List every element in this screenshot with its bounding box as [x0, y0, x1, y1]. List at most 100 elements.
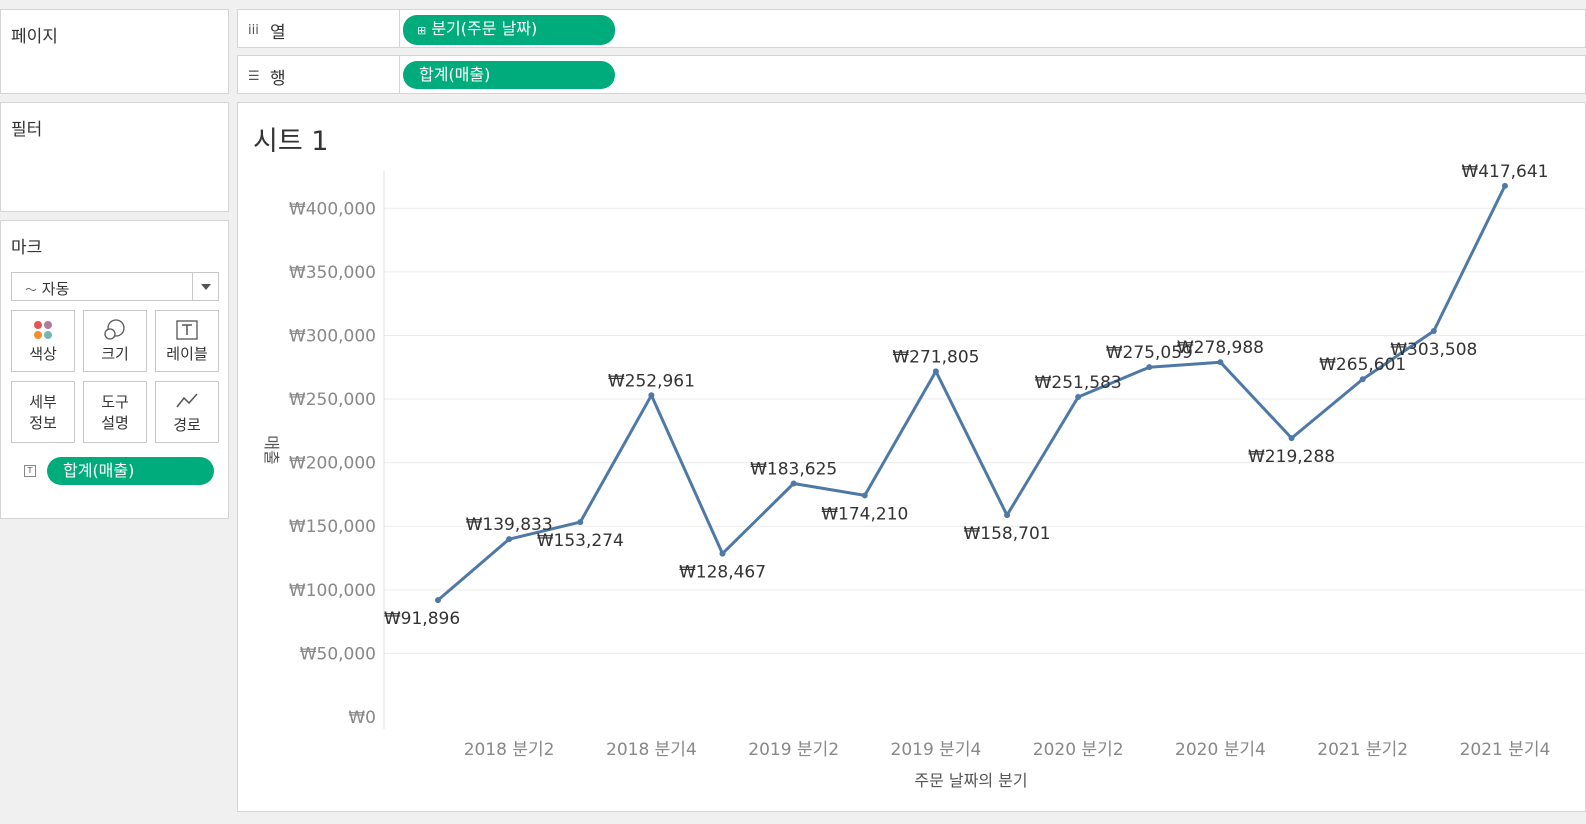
- x-tick-label: 2021 분기2: [1317, 740, 1408, 760]
- x-tick-layer: 2018 분기2 2018 분기4 2019 분기2 2019 분기4 2020 분기2…: [464, 740, 1551, 760]
- path-line-icon: [156, 390, 218, 412]
- data-point[interactable]: [1359, 376, 1366, 383]
- data-label: ₩174,210: [821, 504, 908, 524]
- columns-label: 열: [270, 23, 286, 43]
- text-type-icon: T: [24, 465, 36, 477]
- columns-quarter-pill[interactable]: ⊞ 분기(주문 날짜): [403, 15, 615, 45]
- x-tick-label: 2019 분기2: [748, 740, 839, 760]
- data-point[interactable]: [577, 519, 584, 526]
- marks-sum-sales-pill[interactable]: 합계(매출): [47, 457, 214, 485]
- tooltip-label-line2: 설명: [101, 414, 129, 432]
- data-label: ₩153,274: [537, 531, 624, 551]
- line-auto-icon: 〜: [25, 283, 38, 297]
- x-tick-label: 2018 분기4: [606, 740, 697, 760]
- data-point[interactable]: [1075, 394, 1082, 401]
- y-tick-label: ₩150,000: [289, 517, 376, 537]
- data-point[interactable]: [648, 392, 655, 399]
- label-button[interactable]: 레이블: [155, 310, 219, 372]
- dropdown-separator: [192, 273, 193, 300]
- size-button-label: 크기: [101, 345, 129, 363]
- data-label: ₩252,961: [608, 371, 695, 391]
- x-tick-label: 2020 분기4: [1175, 740, 1266, 760]
- pages-title: 페이지: [11, 27, 58, 47]
- data-label: ₩183,625: [750, 459, 837, 479]
- data-point[interactable]: [932, 368, 939, 375]
- filters-title: 필터: [11, 120, 43, 140]
- expand-plus-icon[interactable]: ⊞: [417, 24, 427, 37]
- data-point[interactable]: [1217, 359, 1224, 366]
- columns-icon: iii: [248, 23, 259, 38]
- data-label: ₩265,601: [1319, 355, 1406, 375]
- data-label: ₩278,988: [1177, 338, 1264, 358]
- x-tick-label: 2018 분기2: [464, 740, 555, 760]
- data-label: ₩91,896: [384, 609, 460, 629]
- x-tick-label: 2021 분기4: [1460, 740, 1551, 760]
- data-point[interactable]: [1430, 328, 1437, 335]
- pages-shelf[interactable]: 페이지: [0, 9, 229, 94]
- worksheet: 시트 1 ₩0 ₩50,000 ₩100,000 ₩150,000 ₩200,000 ₩2…: [237, 102, 1586, 812]
- data-label: ₩139,833: [466, 515, 553, 535]
- data-label: ₩271,805: [892, 347, 979, 367]
- color-button[interactable]: 색상: [11, 310, 75, 372]
- size-circles-icon: [84, 319, 146, 341]
- data-label: ₩251,583: [1035, 373, 1122, 393]
- y-tick-label: ₩0: [348, 708, 376, 728]
- data-label: ₩417,641: [1461, 162, 1548, 182]
- mark-type-dropdown[interactable]: 〜 자동: [11, 272, 219, 301]
- rows-icon: ☰: [248, 69, 260, 84]
- rows-shelf[interactable]: ☰ 행 합계(매출): [237, 55, 1586, 94]
- data-point[interactable]: [790, 480, 797, 487]
- data-point[interactable]: [1501, 182, 1508, 189]
- filters-shelf[interactable]: 필터: [0, 102, 229, 212]
- color-dots-icon: [12, 319, 74, 341]
- columns-pill-label: 분기(주문 날짜): [431, 19, 538, 38]
- size-button[interactable]: 크기: [83, 310, 147, 372]
- rows-label: 행: [270, 69, 286, 89]
- path-button-label: 경로: [173, 416, 201, 434]
- y-tick-label: ₩200,000: [289, 454, 376, 474]
- y-tick-label: ₩50,000: [300, 644, 376, 664]
- x-tick-label: 2020 분기2: [1033, 740, 1124, 760]
- y-tick-label: ₩350,000: [289, 263, 376, 283]
- data-point[interactable]: [719, 550, 726, 557]
- data-label-layer: ₩91,896 ₩139,833₩153,274 ₩252,961 ₩128,467 ₩…: [384, 162, 1549, 629]
- data-label: ₩128,467: [679, 563, 766, 583]
- data-label: ₩219,288: [1248, 447, 1335, 467]
- data-point[interactable]: [1288, 435, 1295, 442]
- marks-card: 마크 〜 자동 색상 크기 레이블 세부 정보 도구 설명 경로 T 합계(매출): [0, 220, 229, 519]
- y-axis-title: 매출: [262, 435, 281, 464]
- data-point[interactable]: [435, 597, 441, 604]
- y-tick-label: ₩100,000: [289, 581, 376, 601]
- shelf-divider: [399, 56, 400, 93]
- shelf-divider: [399, 10, 400, 47]
- y-tick-label: ₩300,000: [289, 326, 376, 346]
- grid-layer: [384, 207, 1585, 654]
- detail-label-line2: 정보: [29, 414, 57, 432]
- line-chart: ₩0 ₩50,000 ₩100,000 ₩150,000 ₩200,000 ₩250,00…: [262, 162, 1585, 790]
- label-button-label: 레이블: [166, 345, 208, 363]
- data-label: ₩303,508: [1390, 340, 1477, 360]
- tooltip-label-line1: 도구: [101, 393, 129, 411]
- chevron-down-icon[interactable]: [201, 284, 211, 290]
- sales-line[interactable]: [437, 185, 1507, 602]
- data-point[interactable]: [1146, 364, 1153, 371]
- data-point[interactable]: [861, 492, 868, 499]
- sheet-title[interactable]: 시트 1: [253, 126, 329, 157]
- detail-label-line1: 세부: [29, 393, 57, 411]
- color-button-label: 색상: [29, 345, 57, 363]
- rows-sum-sales-pill[interactable]: 합계(매출): [403, 61, 615, 89]
- data-point[interactable]: [506, 536, 513, 543]
- y-tick-label: ₩400,000: [289, 199, 376, 219]
- y-tick-layer: ₩0 ₩50,000 ₩100,000 ₩150,000 ₩200,000 ₩250,00…: [289, 199, 376, 728]
- data-label: ₩275,059: [1106, 343, 1193, 363]
- columns-shelf[interactable]: iii 열 ⊞ 분기(주문 날짜): [237, 9, 1586, 48]
- x-tick-label: 2019 분기4: [891, 740, 982, 760]
- mark-type-label: 자동: [41, 280, 70, 298]
- x-axis-title: 주문 날짜의 분기: [914, 771, 1027, 790]
- point-layer: [435, 182, 1508, 604]
- y-tick-label: ₩250,000: [289, 390, 376, 410]
- path-button[interactable]: 경로: [155, 381, 219, 443]
- data-point[interactable]: [1004, 512, 1011, 519]
